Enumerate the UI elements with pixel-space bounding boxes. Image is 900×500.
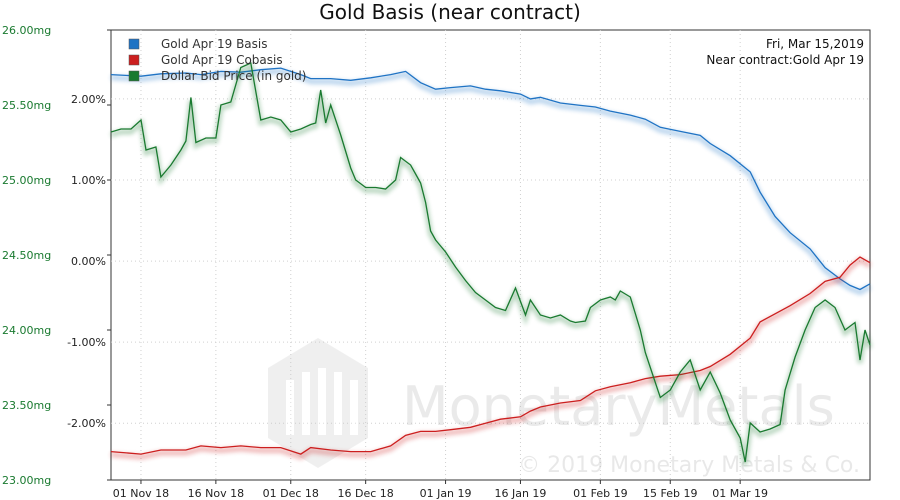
x-tick-label: 16 Jan 19 [494, 487, 546, 500]
legend-swatch [128, 70, 140, 82]
legend-swatch [128, 54, 140, 66]
series-1 [110, 256, 872, 460]
watermark-logo [268, 338, 368, 468]
left-tick-label: 24.50mg [2, 249, 51, 262]
x-tick-label: 16 Nov 18 [188, 487, 244, 500]
legend: Gold Apr 19 Basis Gold Apr 19 Cobasis Doll… [128, 37, 306, 83]
right-tick-label: -2.00% [67, 417, 106, 430]
x-axis: 01 Nov 18 16 Nov 18 01 Dec 18 16 Dec 18 01 J… [113, 480, 768, 500]
series-shadow [110, 68, 872, 296]
series-layer [110, 62, 873, 466]
legend-label: Dollar Bid Price (in gold) [161, 69, 306, 83]
legend-label: Gold Apr 19 Cobasis [161, 53, 283, 67]
right-axis: 2.00% 1.00% 0.00% -1.00% -2.00% [67, 93, 106, 430]
left-tick-label: 25.00mg [2, 174, 51, 187]
series-0 [110, 67, 872, 296]
right-tick-label: 1.00% [71, 174, 106, 187]
x-tick-label: 01 Mar 19 [712, 487, 768, 500]
x-tick-label: 01 Feb 19 [573, 487, 627, 500]
legend-swatch [128, 38, 140, 50]
chart-title: Gold Basis (near contract) [319, 0, 581, 24]
left-tick-label: 24.00mg [2, 324, 51, 337]
left-axis: 26.00mg 25.50mg 25.00mg 24.50mg 24.00mg 23.50… [2, 24, 111, 487]
info-date: Fri, Mar 15,2019 [766, 37, 864, 51]
x-tick-label: 01 Nov 18 [113, 487, 169, 500]
right-tick-label: 2.00% [71, 93, 106, 106]
left-tick-label: 25.50mg [2, 99, 51, 112]
info-contract: Near contract:Gold Apr 19 [706, 53, 864, 67]
x-tick-label: 15 Feb 19 [643, 487, 697, 500]
x-tick-label: 01 Dec 18 [263, 487, 319, 500]
series-shadow [110, 256, 872, 460]
x-tick-label: 01 Jan 19 [420, 487, 472, 500]
right-tick-label: 0.00% [71, 255, 106, 268]
series-line [110, 67, 871, 291]
left-tick-label: 23.50mg [2, 399, 51, 412]
series-line [110, 256, 871, 455]
watermark-copyright: © 2019 Monetary Metals & Co. [518, 453, 860, 478]
series-2 [110, 62, 873, 466]
left-tick-label: 26.00mg [2, 24, 51, 37]
left-tick-label: 23.00mg [2, 474, 51, 487]
legend-label: Gold Apr 19 Basis [161, 37, 268, 51]
right-tick-label: -1.00% [67, 336, 106, 349]
plot-area [110, 29, 871, 481]
series-line [110, 62, 871, 463]
x-tick-label: 16 Dec 18 [338, 487, 394, 500]
